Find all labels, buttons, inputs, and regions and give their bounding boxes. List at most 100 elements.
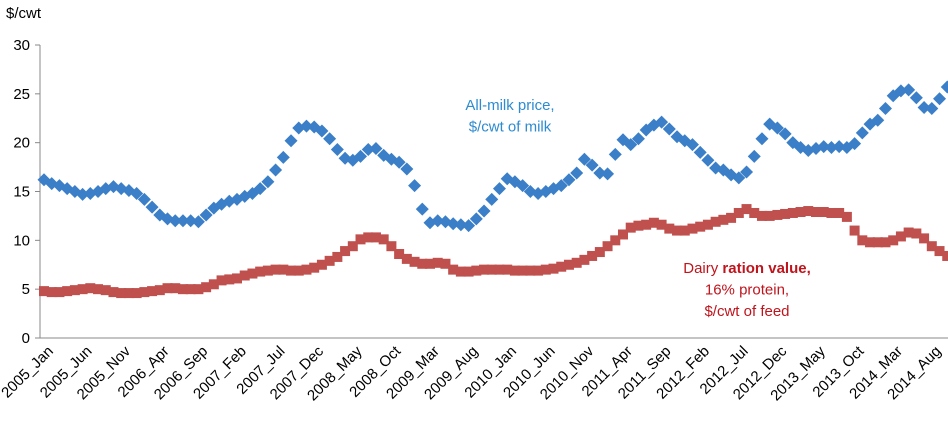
data-point [137, 192, 151, 206]
data-point [261, 175, 275, 189]
data-point [85, 283, 96, 294]
data-point [239, 270, 250, 281]
data-point [54, 287, 65, 298]
data-point [446, 217, 460, 231]
data-point [369, 142, 383, 156]
data-point [601, 167, 615, 181]
data-point [199, 208, 213, 222]
data-point [208, 279, 219, 290]
data-point [316, 259, 327, 270]
data-point [687, 223, 698, 234]
data-point [363, 232, 374, 243]
data-point [425, 258, 435, 269]
data-point [563, 259, 574, 270]
data-point [147, 286, 158, 297]
data-point [702, 219, 713, 230]
data-point [455, 266, 466, 277]
data-point [46, 287, 57, 298]
annotation: 16% protein, [705, 282, 789, 299]
data-point [701, 153, 715, 167]
data-point [332, 251, 343, 262]
data-point [608, 147, 622, 161]
data-point [224, 274, 235, 285]
annotation-text: $/cwt of milk [469, 119, 552, 136]
data-point [386, 241, 397, 252]
data-point [262, 265, 273, 276]
data-point [594, 247, 605, 258]
data-point [570, 166, 584, 180]
y-tick-label: 30 [13, 37, 30, 54]
data-point [554, 179, 568, 193]
data-point [400, 162, 414, 176]
data-point [469, 212, 483, 226]
data-point [841, 211, 852, 222]
data-point [454, 218, 468, 232]
annotation: $/cwt of feed [704, 303, 789, 320]
y-tick-label: 10 [13, 232, 30, 249]
data-point [933, 92, 947, 106]
data-point [330, 143, 344, 157]
annotation-text: $/cwt of feed [704, 303, 789, 320]
data-point [903, 227, 914, 238]
data-point [533, 265, 544, 276]
data-point [184, 214, 198, 228]
data-point [76, 187, 90, 201]
y-axis-label: $/cwt [6, 5, 42, 22]
data-point [93, 284, 104, 295]
data-point [39, 286, 49, 297]
y-tick-label: 25 [13, 86, 30, 103]
annotation-text: 16% protein, [705, 282, 789, 299]
data-point [401, 253, 412, 264]
data-point [641, 219, 652, 230]
data-point [888, 235, 899, 246]
data-point [685, 138, 699, 152]
data-point [755, 132, 769, 146]
data-point [517, 265, 528, 276]
data-point [911, 228, 922, 239]
data-point [315, 124, 329, 138]
data-point [857, 235, 868, 246]
data-point [834, 207, 845, 218]
y-tick-label: 15 [13, 184, 30, 201]
data-point [741, 204, 752, 215]
data-point [299, 119, 313, 133]
data-point [177, 284, 188, 295]
data-point [431, 214, 445, 228]
data-point [849, 225, 860, 236]
data-point [463, 266, 474, 277]
data-point [145, 200, 159, 214]
data-point [756, 210, 767, 221]
data-point [494, 264, 505, 275]
y-tick-label: 20 [13, 135, 30, 152]
data-point [355, 234, 366, 245]
data-point [909, 91, 923, 105]
data-point [276, 150, 290, 164]
data-point [485, 192, 499, 206]
annotation-text: ration value, [722, 260, 810, 277]
data-point [269, 163, 283, 177]
data-point [556, 261, 567, 272]
data-point [878, 101, 892, 115]
data-point [77, 284, 88, 295]
data-point [479, 264, 490, 275]
data-point [562, 173, 576, 187]
data-point [100, 285, 111, 296]
data-point [718, 214, 729, 225]
data-point [440, 258, 451, 269]
data-point [577, 152, 591, 166]
data-point [772, 209, 783, 220]
data-point [130, 186, 144, 200]
data-point [593, 166, 607, 180]
data-point [710, 216, 721, 227]
data-point [123, 288, 134, 299]
data-point [826, 207, 837, 218]
data-point [69, 285, 80, 296]
data-point [378, 234, 389, 245]
data-point [747, 149, 761, 163]
data-point [780, 208, 791, 219]
data-point [848, 137, 862, 151]
data-point [679, 225, 690, 236]
data-point [417, 258, 428, 269]
data-point [732, 171, 746, 185]
